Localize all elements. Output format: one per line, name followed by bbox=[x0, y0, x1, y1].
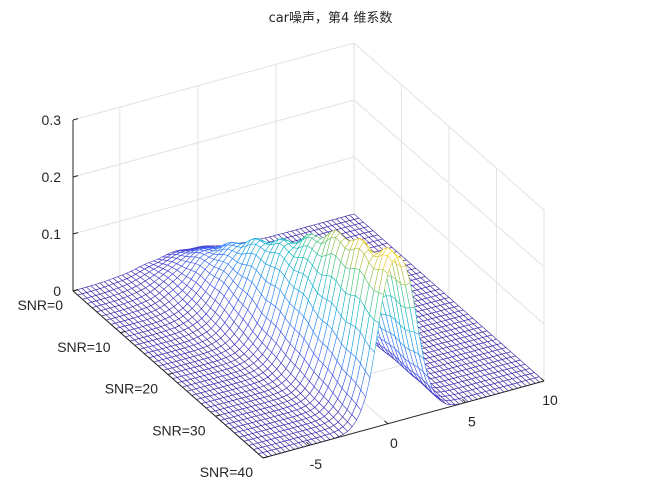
z-tick-label: 0.1 bbox=[42, 226, 62, 242]
y-tick-label: SNR=40 bbox=[200, 464, 254, 480]
y-tick-label: SNR=20 bbox=[105, 381, 159, 397]
y-tick-label: SNR=0 bbox=[17, 297, 63, 313]
z-tick-mark bbox=[73, 119, 78, 120]
back-wall-gridline-z bbox=[73, 157, 354, 234]
y-tick-label: SNR=10 bbox=[57, 339, 111, 355]
z-tick-mark bbox=[73, 176, 78, 177]
x-tick-label: 5 bbox=[468, 413, 476, 429]
z-tick-label: 0.3 bbox=[42, 112, 62, 128]
x-tick-mark bbox=[384, 421, 387, 424]
z-tick-label: 0.2 bbox=[42, 169, 62, 185]
x-tick-label: 0 bbox=[390, 435, 398, 451]
back-wall-gridline-z bbox=[73, 43, 354, 120]
z-tick-mark bbox=[73, 233, 78, 234]
y-tick-label: SNR=30 bbox=[152, 422, 206, 438]
back-wall-gridline-z bbox=[73, 100, 354, 177]
x-tick-label: -5 bbox=[310, 456, 323, 472]
x-tick-label: 10 bbox=[542, 392, 558, 408]
chart-title: car噪声，第4 维系数 bbox=[0, 7, 661, 26]
